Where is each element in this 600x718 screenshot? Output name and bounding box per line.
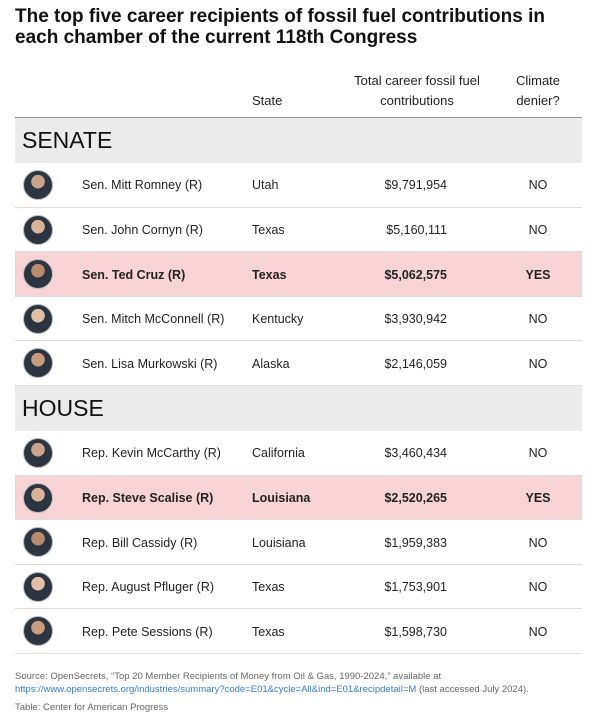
header-state: State	[252, 93, 283, 108]
section-band	[15, 118, 582, 163]
row-bg	[15, 520, 582, 565]
avatar	[23, 259, 53, 290]
row-bg	[15, 207, 582, 253]
member-name: Rep. Pete Sessions (R)	[82, 624, 213, 639]
member-denier: NO	[528, 178, 548, 193]
member-denier: YES	[525, 267, 551, 282]
source-accessed: (last accessed July 2024).	[418, 684, 529, 695]
avatar	[23, 571, 53, 602]
member-total: $5,062,575	[384, 267, 447, 282]
member-denier: NO	[528, 356, 548, 371]
member-denier: NO	[528, 535, 548, 550]
member-total: $2,146,059	[384, 356, 447, 371]
member-total: $3,460,434	[384, 446, 447, 461]
source-credit: Table: Center for American Progress	[15, 702, 169, 713]
source-line: https://www.opensecrets.org/industries/s…	[15, 684, 529, 695]
member-name: Sen. Ted Cruz (R)	[82, 267, 186, 282]
source-text: Source: OpenSecrets, “Top 20 Member Reci…	[15, 671, 442, 682]
row-bg	[15, 163, 582, 208]
member-name: Sen. John Cornyn (R)	[82, 222, 203, 237]
header-total: Total career fossil fuel contributions	[354, 73, 480, 108]
avatar	[23, 348, 53, 379]
member-state: Texas	[252, 580, 285, 595]
member-state: Kentucky	[252, 312, 304, 327]
row-bg	[15, 341, 582, 386]
section-band	[15, 386, 582, 431]
row-bg	[15, 431, 582, 476]
member-state: Alaska	[252, 356, 290, 371]
section-name: HOUSE	[22, 395, 104, 421]
member-name: Sen. Mitt Romney (R)	[82, 178, 203, 193]
member-total: $1,959,383	[384, 535, 447, 550]
avatar	[23, 303, 53, 334]
source-link[interactable]: https://www.opensecrets.org/industries/s…	[15, 684, 417, 695]
member-total: $1,753,901	[384, 580, 447, 595]
avatar	[23, 214, 53, 245]
member-total: $5,160,111	[386, 222, 447, 237]
avatar	[23, 438, 53, 468]
member-state: Louisiana	[252, 490, 311, 505]
member-state: Texas	[252, 624, 285, 639]
member-name: Rep. August Pfluger (R)	[82, 580, 215, 595]
member-state: Texas	[252, 267, 287, 282]
member-total: $1,598,730	[384, 624, 447, 639]
avatar	[23, 482, 53, 513]
member-denier: NO	[528, 446, 548, 461]
member-state: Utah	[252, 178, 279, 193]
avatar	[23, 616, 53, 647]
member-name: Rep. Bill Cassidy (R)	[82, 535, 198, 550]
member-state: Louisiana	[252, 535, 306, 550]
member-total: $9,791,954	[384, 178, 447, 193]
avatar	[23, 527, 53, 558]
member-denier: NO	[528, 222, 548, 237]
row-bg	[15, 252, 582, 297]
row-bg	[15, 609, 582, 654]
member-name: Sen. Mitch McConnell (R)	[82, 312, 225, 327]
member-state: California	[252, 446, 305, 461]
row-bg	[15, 475, 582, 521]
header-rule	[15, 117, 582, 118]
member-denier: YES	[525, 490, 551, 505]
member-name: Rep. Kevin McCarthy (R)	[82, 446, 221, 461]
member-denier: NO	[528, 580, 548, 595]
row-bg	[15, 564, 582, 610]
member-total: $2,520,265	[384, 490, 447, 505]
member-name: Sen. Lisa Murkowski (R)	[82, 356, 218, 371]
avatar	[23, 170, 53, 200]
member-state: Texas	[252, 222, 285, 237]
member-denier: NO	[528, 624, 548, 639]
member-denier: NO	[528, 312, 548, 327]
header-denier: Climate denier?	[515, 73, 561, 108]
member-name: Rep. Steve Scalise (R)	[82, 490, 214, 505]
title: The top five career recipients of fossil…	[15, 6, 545, 48]
row-bg	[15, 296, 582, 342]
section-name: SENATE	[22, 127, 113, 153]
member-total: $3,930,942	[384, 312, 447, 327]
